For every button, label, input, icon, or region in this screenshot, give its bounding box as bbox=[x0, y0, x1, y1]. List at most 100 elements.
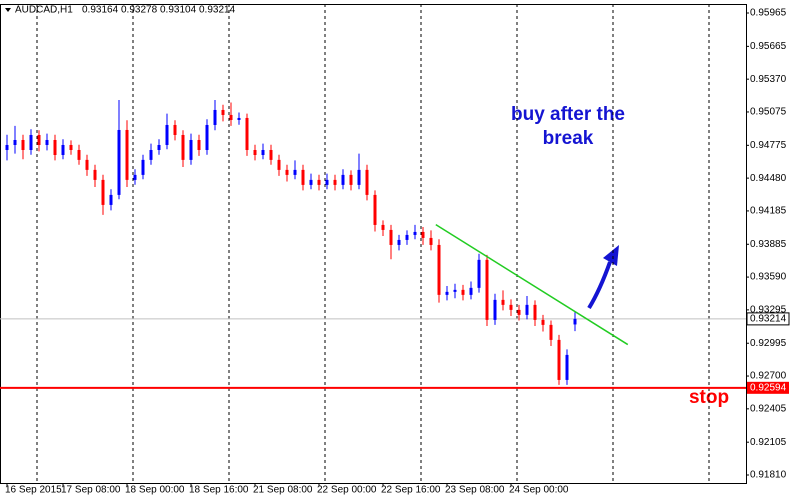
candle-body bbox=[525, 304, 529, 315]
candle-body bbox=[109, 194, 113, 205]
candle-body bbox=[573, 318, 577, 325]
candle-body bbox=[197, 139, 201, 150]
y-tick-label: 0.95965 bbox=[750, 8, 787, 19]
menu-icon bbox=[5, 8, 11, 12]
y-tick-label: 0.92105 bbox=[750, 437, 787, 448]
y-tick-label: 0.93295 bbox=[750, 305, 787, 316]
symbol-title: AUDCAD,H1 bbox=[15, 5, 73, 16]
candle-body bbox=[317, 179, 321, 185]
candle-body bbox=[493, 299, 497, 320]
trendline bbox=[435, 223, 629, 346]
candle-body bbox=[349, 174, 353, 185]
candle-body bbox=[397, 239, 401, 245]
y-tick-label: 0.92700 bbox=[750, 371, 787, 382]
x-tick-label: 16 Sep 2015 bbox=[5, 485, 62, 496]
candle-body bbox=[285, 169, 289, 175]
y-tick-label: 0.95370 bbox=[750, 74, 787, 85]
candle-body bbox=[533, 304, 537, 320]
candle-body bbox=[125, 129, 129, 180]
header: AUDCAD,H1 0.93164 0.93278 0.93104 0.93214 bbox=[5, 5, 236, 16]
stop-price-label: 0.92594 bbox=[750, 382, 787, 393]
candle-body bbox=[149, 149, 153, 160]
candle-body bbox=[373, 194, 377, 225]
candle-body bbox=[381, 224, 385, 230]
candle-body bbox=[357, 169, 361, 185]
candle-body bbox=[221, 109, 225, 115]
y-tick-label: 0.92995 bbox=[750, 338, 787, 349]
y-tick-label: 0.94185 bbox=[750, 206, 787, 217]
annotation: break bbox=[543, 128, 594, 149]
candle-body bbox=[309, 179, 313, 185]
candle-body bbox=[5, 144, 9, 150]
candle-body bbox=[509, 304, 513, 310]
y-tick-label: 0.95665 bbox=[750, 41, 787, 52]
stop-price-tag bbox=[747, 381, 789, 394]
x-tick-label: 17 Sep 08:00 bbox=[61, 485, 121, 496]
candle-body bbox=[429, 237, 433, 245]
header-value: 0.93164 bbox=[82, 5, 119, 16]
x-tick-label: 23 Sep 08:00 bbox=[445, 485, 505, 496]
candle-body bbox=[101, 179, 105, 205]
candle-body bbox=[69, 144, 73, 150]
current-price-label: 0.93214 bbox=[750, 314, 787, 325]
candle-body bbox=[213, 109, 217, 125]
candle-body bbox=[565, 354, 569, 380]
y-tick-label: 0.91810 bbox=[750, 470, 787, 481]
candle-body bbox=[501, 299, 505, 305]
x-tick-label: 24 Sep 00:00 bbox=[509, 485, 569, 496]
candle-body bbox=[485, 259, 489, 320]
candle-body bbox=[173, 124, 177, 135]
candle-body bbox=[237, 117, 241, 120]
candle-body bbox=[389, 229, 393, 245]
candle-body bbox=[141, 159, 145, 175]
candle-body bbox=[253, 149, 257, 155]
candle-body bbox=[557, 339, 561, 380]
y-tick-label: 0.94775 bbox=[750, 140, 787, 151]
candle-body bbox=[181, 134, 185, 160]
candle-body bbox=[277, 159, 281, 170]
candle-body bbox=[453, 289, 457, 292]
candle-body bbox=[549, 324, 553, 340]
candle-body bbox=[461, 289, 465, 295]
x-tick-label: 22 Sep 00:00 bbox=[317, 485, 377, 496]
x-tick-label: 18 Sep 00:00 bbox=[125, 485, 185, 496]
candle-body bbox=[61, 144, 65, 155]
y-tick-label: 0.93590 bbox=[750, 272, 787, 283]
candle-body bbox=[469, 287, 473, 295]
candle-body bbox=[117, 129, 121, 195]
candle-body bbox=[205, 124, 209, 150]
arrow-shaft bbox=[587, 261, 612, 310]
candle-body bbox=[269, 149, 273, 160]
candle-body bbox=[301, 169, 305, 185]
candle-body bbox=[77, 149, 81, 160]
x-tick-label: 18 Sep 16:00 bbox=[189, 485, 249, 496]
x-tick-label: 21 Sep 08:00 bbox=[253, 485, 313, 496]
candle-body bbox=[421, 231, 425, 238]
candle-body bbox=[13, 139, 17, 145]
y-tick-label: 0.92405 bbox=[750, 403, 787, 414]
candle-body bbox=[293, 169, 297, 175]
y-tick-label: 0.93885 bbox=[750, 239, 787, 250]
candle-body bbox=[45, 139, 49, 145]
candle-body bbox=[325, 179, 329, 185]
header-value: 0.93278 bbox=[121, 5, 158, 16]
candle-body bbox=[133, 174, 137, 180]
candle-body bbox=[93, 169, 97, 180]
candle-body bbox=[189, 139, 193, 160]
candle-body bbox=[165, 124, 169, 145]
candle-body bbox=[445, 291, 449, 295]
candle-body bbox=[541, 319, 545, 325]
candle-body bbox=[245, 117, 249, 150]
arrow-head bbox=[603, 245, 619, 266]
annotation: buy after the bbox=[511, 104, 625, 125]
candle-body bbox=[517, 309, 521, 315]
arrow bbox=[587, 245, 619, 310]
annotation: stop bbox=[689, 387, 729, 408]
candle-body bbox=[37, 134, 41, 145]
candle-body bbox=[229, 114, 233, 120]
candle-body bbox=[365, 169, 369, 195]
candle-body bbox=[437, 244, 441, 295]
candle-body bbox=[413, 231, 417, 235]
